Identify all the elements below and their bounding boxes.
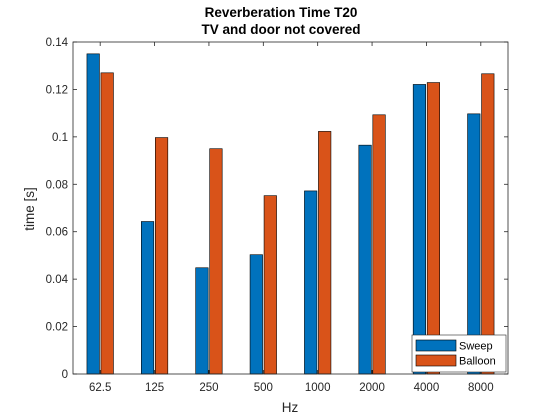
y-tick-label: 0.08	[46, 179, 68, 191]
plot-area	[73, 42, 508, 374]
y-tick-label: 0.06	[46, 227, 68, 239]
x-tick-label: 125	[145, 382, 164, 394]
y-tick-label: 0.14	[46, 37, 69, 49]
y-tick-label: 0.02	[46, 322, 68, 334]
y-tick-label: 0.1	[52, 132, 68, 144]
axes-group	[72, 41, 509, 375]
x-tick-label: 1000	[305, 382, 331, 394]
bars-group	[86, 53, 495, 375]
bar-sweep-4000	[412, 84, 426, 375]
chart-subtitle: TV and door not covered	[201, 22, 360, 37]
bar-balloon-62.5	[100, 72, 114, 375]
x-ticks: 62.5 125 250 500 1000 2000 4000 8000	[89, 42, 494, 394]
y-ticks: 0 0.02 0.04 0.06 0.08 0.1 0.12 0.14	[46, 37, 508, 381]
bar-sweep-250	[195, 267, 209, 375]
chart-title: Reverberation Time T20	[205, 5, 358, 20]
legend-swatch-balloon	[415, 354, 457, 367]
y-tick-label: 0.12	[46, 84, 68, 96]
bar-sweep-2000	[358, 144, 372, 375]
x-tick-label: 4000	[414, 382, 440, 394]
legend: Sweep Balloon	[411, 334, 507, 373]
bar-balloon-250	[209, 148, 223, 375]
x-tick-label: 2000	[359, 382, 385, 394]
y-axis-label: time [s]	[22, 187, 37, 231]
axes-box	[72, 41, 509, 375]
bar-balloon-500	[263, 195, 277, 375]
bar-balloon-8000	[481, 73, 495, 375]
x-tick-label: 8000	[468, 382, 494, 394]
legend-label-balloon: Balloon	[459, 356, 496, 368]
legend-label-sweep: Sweep	[459, 341, 493, 353]
bar-balloon-4000	[426, 82, 440, 375]
bar-sweep-1000	[304, 190, 318, 375]
x-tick-label: 250	[199, 382, 218, 394]
bar-balloon-125	[155, 137, 169, 375]
bar-balloon-2000	[372, 114, 386, 375]
y-tick-label: 0	[62, 369, 68, 381]
legend-swatch-sweep	[415, 339, 457, 352]
bar-sweep-500	[249, 254, 263, 375]
x-tick-label: 500	[254, 382, 273, 394]
y-tick-label: 0.04	[46, 274, 69, 286]
bar-sweep-125	[141, 221, 155, 375]
bar-balloon-1000	[318, 131, 332, 375]
x-tick-label: 62.5	[89, 382, 111, 394]
bar-sweep-62.5	[86, 53, 100, 375]
x-axis-label: Hz	[282, 400, 299, 415]
